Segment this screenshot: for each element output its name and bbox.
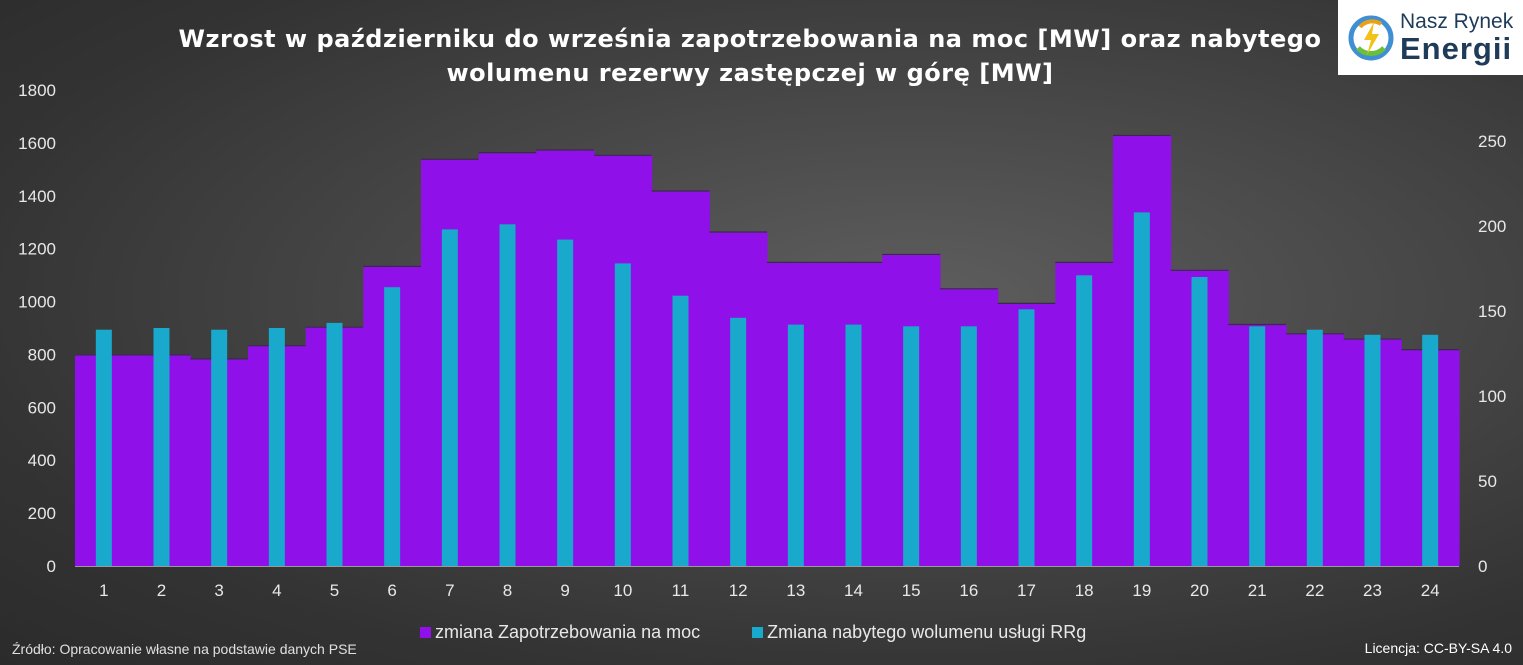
chart-title-line1: Wzrost w październiku do września zapotr… <box>178 25 1322 53</box>
rrg-bar-18 <box>1076 275 1093 566</box>
rrg-bar-19 <box>1133 212 1150 566</box>
rrg-bar-5 <box>326 322 343 566</box>
rrg-bar-7 <box>441 229 458 566</box>
x-tick-label: 15 <box>902 581 921 600</box>
rrg-bar-16 <box>960 326 977 566</box>
x-axis: 1 2 3 4 5 6 7 8 9 10 11 12 13 14 15 16 17 18 19 20 21 22 23 24 <box>99 581 1440 600</box>
x-tick-label: 20 <box>1190 581 1209 600</box>
x-tick-label: 3 <box>214 581 223 600</box>
x-tick-label: 10 <box>613 581 632 600</box>
rrg-bar-9 <box>557 239 574 566</box>
logo-text: Nasz Rynek Energii <box>1400 11 1513 64</box>
legend: zmiana Zapotrzebowania na moc Zmiana nab… <box>420 622 1138 643</box>
rrg-bars <box>95 212 1439 567</box>
legend-swatch-demand <box>420 627 431 638</box>
x-tick-label: 7 <box>445 581 454 600</box>
y-left-tick-label: 0 <box>47 557 56 576</box>
y-left-tick-label: 600 <box>28 398 56 417</box>
rrg-bar-22 <box>1306 329 1323 566</box>
x-tick-label: 21 <box>1248 581 1267 600</box>
x-tick-label: 12 <box>729 581 748 600</box>
y-right-axis: 0 50 100 150 200 250 <box>1478 132 1506 576</box>
x-tick-label: 4 <box>272 581 281 600</box>
rrg-bar-24 <box>1422 334 1439 566</box>
x-tick-label: 5 <box>330 581 339 600</box>
x-tick-label: 2 <box>157 581 166 600</box>
nasz-rynek-energii-logo: Nasz Rynek Energii <box>1338 0 1523 75</box>
y-left-axis: 0 200 400 600 800 1000 1200 1400 1600 1800 <box>18 81 56 576</box>
rrg-bar-12 <box>730 317 747 566</box>
y-right-tick-label: 250 <box>1478 132 1506 151</box>
rrg-bar-13 <box>787 324 804 566</box>
legend-item-demand: zmiana Zapotrzebowania na moc <box>420 622 700 643</box>
x-tick-label: 24 <box>1421 581 1440 600</box>
y-left-tick-label: 1200 <box>18 240 56 259</box>
y-right-tick-label: 100 <box>1478 387 1506 406</box>
rrg-bar-8 <box>499 224 516 567</box>
x-tick-label: 8 <box>503 581 512 600</box>
rrg-bar-11 <box>672 295 689 566</box>
x-tick-label: 16 <box>959 581 978 600</box>
x-tick-label: 9 <box>560 581 569 600</box>
legend-label-demand: zmiana Zapotrzebowania na moc <box>435 622 701 642</box>
x-tick-label: 11 <box>672 581 690 600</box>
license-note: Licencja: CC-BY-SA 4.0 <box>1364 640 1512 656</box>
rrg-bar-2 <box>153 328 170 566</box>
rrg-bar-14 <box>845 324 862 566</box>
lightning-globe-icon <box>1348 15 1394 60</box>
y-left-tick-label: 800 <box>28 345 56 364</box>
x-tick-label: 1 <box>99 581 108 600</box>
x-tick-label: 6 <box>387 581 396 600</box>
y-left-tick-label: 200 <box>28 504 56 523</box>
y-right-tick-label: 150 <box>1478 302 1506 321</box>
x-tick-label: 17 <box>1017 581 1036 600</box>
logo-line2: Energii <box>1400 31 1513 66</box>
source-note: Źródło: Opracowanie własne na podstawie … <box>12 641 357 657</box>
y-right-tick-label: 0 <box>1478 557 1487 576</box>
y-left-tick-label: 400 <box>28 451 56 470</box>
x-tick-label: 23 <box>1363 581 1382 600</box>
rrg-bar-20 <box>1191 277 1208 566</box>
legend-label-rrg: Zmiana nabytego wolumenu usługi RRg <box>767 622 1087 642</box>
logo-line1: Nasz Rynek <box>1400 10 1514 33</box>
rrg-bar-15 <box>903 326 920 566</box>
y-left-tick-label: 1400 <box>18 187 56 206</box>
x-tick-label: 22 <box>1305 581 1324 600</box>
rrg-bar-1 <box>95 329 112 566</box>
legend-swatch-rrg <box>752 627 764 638</box>
chart-title: Wzrost w październiku do września zapotr… <box>100 22 1400 90</box>
x-tick-label: 18 <box>1075 581 1094 600</box>
rrg-bar-17 <box>1018 309 1035 566</box>
chart-title-line2: wolumenu rezerwy zastępczej w górę [MW] <box>446 59 1054 87</box>
x-tick-label: 19 <box>1132 581 1151 600</box>
rrg-bar-23 <box>1364 334 1381 566</box>
y-left-tick-label: 1600 <box>18 134 56 153</box>
x-tick-label: 14 <box>844 581 863 600</box>
rrg-bar-4 <box>268 328 285 566</box>
y-left-tick-label: 1000 <box>18 293 56 312</box>
y-right-tick-label: 200 <box>1478 217 1506 236</box>
legend-item-rrg: Zmiana nabytego wolumenu usługi RRg <box>752 622 1086 643</box>
rrg-bar-10 <box>614 263 631 566</box>
y-right-tick-label: 50 <box>1478 472 1497 491</box>
y-left-tick-label: 1800 <box>18 81 56 100</box>
x-tick-label: 13 <box>786 581 805 600</box>
rrg-bar-21 <box>1249 326 1266 566</box>
rrg-bar-3 <box>211 329 228 566</box>
rrg-bar-6 <box>384 287 401 566</box>
